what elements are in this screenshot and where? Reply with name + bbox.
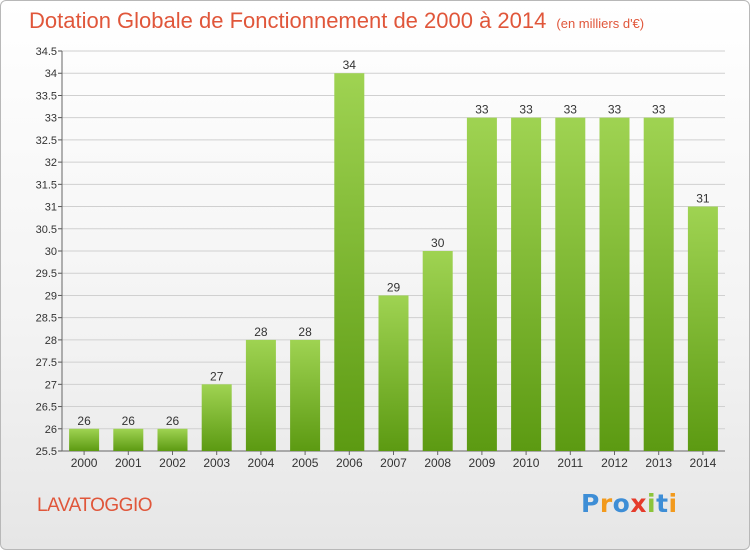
- y-tick-label: 33.5: [36, 90, 57, 102]
- x-tick-label: 2001: [115, 456, 142, 470]
- bar-2000: [69, 428, 100, 451]
- chart-subtitle: (en milliers d'€): [556, 16, 645, 31]
- place-name: LAVATOGGIO: [37, 495, 153, 516]
- bar-value-label: 26: [166, 414, 180, 428]
- bar-value-label: 30: [431, 236, 445, 250]
- bar-value-label: 26: [122, 414, 136, 428]
- logo-letter: i: [647, 489, 657, 518]
- y-tick-label: 31: [45, 202, 57, 214]
- x-tick-label: 2014: [690, 456, 717, 470]
- bar-value-label: 33: [608, 103, 622, 117]
- y-tick-label: 30: [45, 246, 57, 258]
- y-tick-label: 34.5: [36, 46, 57, 58]
- proxiti-logo: Proxiti: [581, 489, 678, 518]
- bar-value-label: 28: [298, 325, 312, 339]
- bar-2012: [599, 117, 630, 452]
- x-tick-label: 2010: [513, 456, 540, 470]
- bar-value-label: 27: [210, 369, 224, 383]
- y-tick-label: 29: [45, 290, 57, 302]
- logo-letter: P: [581, 489, 600, 518]
- y-tick-label: 34: [45, 68, 57, 80]
- x-tick-label: 2005: [292, 456, 319, 470]
- bar-2010: [511, 117, 542, 452]
- bar-2011: [555, 117, 586, 452]
- y-tick-label: 26.5: [36, 402, 57, 414]
- bar-value-label: 33: [652, 103, 666, 117]
- x-tick-label: 2011: [557, 456, 583, 470]
- bar-value-label: 34: [343, 58, 357, 72]
- logo-letter: i: [668, 489, 678, 518]
- bar-2007: [378, 295, 409, 451]
- y-tick-label: 27: [45, 379, 57, 391]
- bar-2005: [290, 339, 321, 451]
- bar-2001: [113, 428, 144, 451]
- x-tick-label: 2003: [203, 456, 230, 470]
- x-tick-label: 2009: [469, 456, 496, 470]
- y-tick-label: 28.5: [36, 313, 57, 325]
- bar-2003: [201, 384, 232, 451]
- bar-value-label: 28: [254, 325, 268, 339]
- bar-value-label: 26: [77, 414, 91, 428]
- bar-2009: [466, 117, 497, 452]
- x-tick-label: 2006: [336, 456, 363, 470]
- logo-letter: r: [599, 489, 613, 518]
- y-tick-label: 32.5: [36, 135, 57, 147]
- y-tick-label: 27.5: [36, 357, 57, 369]
- y-tick-label: 32: [45, 157, 57, 169]
- x-tick-label: 2002: [159, 456, 186, 470]
- y-tick-label: 31.5: [36, 179, 57, 191]
- bar-value-label: 33: [475, 103, 489, 117]
- logo-letter: o: [612, 489, 631, 518]
- logo-letter: t: [656, 489, 669, 518]
- y-tick-label: 30.5: [36, 224, 57, 236]
- bar-2014: [687, 206, 718, 451]
- x-tick-label: 2007: [380, 456, 407, 470]
- bar-2004: [245, 339, 276, 451]
- bar-value-label: 31: [696, 192, 710, 206]
- x-tick-label: 2004: [248, 456, 275, 470]
- chart-title-text: Dotation Globale de Fonctionnement de 20…: [29, 8, 547, 33]
- y-tick-label: 33: [45, 113, 57, 125]
- bar-2013: [643, 117, 674, 452]
- bar-2006: [334, 73, 365, 451]
- x-tick-label: 2008: [424, 456, 451, 470]
- bar-2008: [422, 251, 453, 451]
- y-tick-label: 25.5: [36, 446, 57, 458]
- x-tick-label: 2012: [601, 456, 628, 470]
- bar-2002: [157, 428, 188, 451]
- bar-value-label: 33: [564, 103, 578, 117]
- y-tick-label: 28: [45, 335, 57, 347]
- x-tick-label: 2013: [645, 456, 672, 470]
- y-tick-label: 29.5: [36, 268, 57, 280]
- y-tick-label: 26: [45, 424, 57, 436]
- bar-value-label: 29: [387, 280, 401, 294]
- bar-value-label: 33: [519, 103, 533, 117]
- x-tick-label: 2000: [71, 456, 98, 470]
- logo-letter: x: [630, 489, 647, 518]
- chart-title: Dotation Globale de Fonctionnement de 20…: [29, 8, 644, 34]
